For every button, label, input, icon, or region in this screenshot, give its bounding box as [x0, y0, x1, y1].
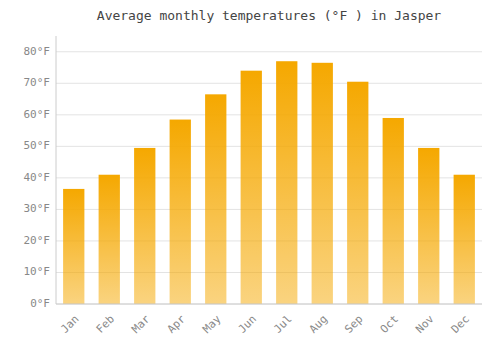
y-grid — [56, 52, 482, 304]
y-tick-label: 60°F — [24, 108, 51, 121]
bars — [63, 61, 475, 304]
x-axis-line — [56, 304, 482, 305]
chart-title: Average monthly temperatures (°F ) in Ja… — [97, 8, 442, 23]
bar — [347, 82, 368, 304]
bar — [99, 175, 120, 304]
y-tick-label: 70°F — [24, 76, 51, 89]
x-tick-label: Mar — [129, 312, 153, 336]
grid-line — [56, 304, 482, 305]
x-tick-label: Nov — [413, 312, 437, 336]
x-tick-label: Jul — [271, 313, 294, 336]
grid-line — [56, 146, 482, 147]
x-tick-label: Aug — [307, 313, 330, 336]
y-axis: 0°F 10°F 20°F 30°F 40°F 50°F 60°F 70°F 80°F — [24, 45, 51, 310]
bar — [205, 94, 226, 304]
x-tick-label: Jun — [236, 313, 259, 336]
bar — [241, 71, 262, 304]
x-tick-label: Jan — [58, 313, 81, 336]
y-tick-label: 40°F — [24, 171, 51, 184]
x-tick-label: Apr — [165, 312, 189, 336]
bar — [418, 148, 439, 304]
chart-svg: Average monthly temperatures (°F ) in Ja… — [0, 0, 500, 350]
y-tick-label: 30°F — [24, 202, 51, 215]
y-tick-label: 0°F — [30, 297, 50, 310]
y-tick-label: 50°F — [24, 139, 51, 152]
x-tick-label: May — [200, 312, 224, 336]
bar — [276, 61, 297, 304]
bar — [63, 189, 84, 304]
bar — [170, 120, 191, 304]
bar — [454, 175, 475, 304]
y-tick-label: 20°F — [24, 234, 51, 247]
grid-line — [56, 114, 482, 115]
bar — [383, 118, 404, 304]
grid-line — [56, 83, 482, 84]
chart-container: Average monthly temperatures (°F ) in Ja… — [0, 0, 500, 350]
y-tick-label: 10°F — [24, 265, 51, 278]
x-tick-label: Sep — [342, 313, 365, 336]
x-tick-label: Dec — [449, 313, 472, 336]
x-tick-label: Oct — [378, 313, 401, 336]
grid-line — [56, 51, 482, 52]
x-tick-label: Feb — [94, 313, 117, 336]
y-tick-label: 80°F — [24, 45, 51, 58]
bar — [134, 148, 155, 304]
bar — [312, 63, 333, 304]
y-axis-line — [56, 36, 57, 304]
x-axis: Jan Feb Mar Apr May Jun Jul Aug Sep Oct Nov Dec — [58, 312, 472, 336]
